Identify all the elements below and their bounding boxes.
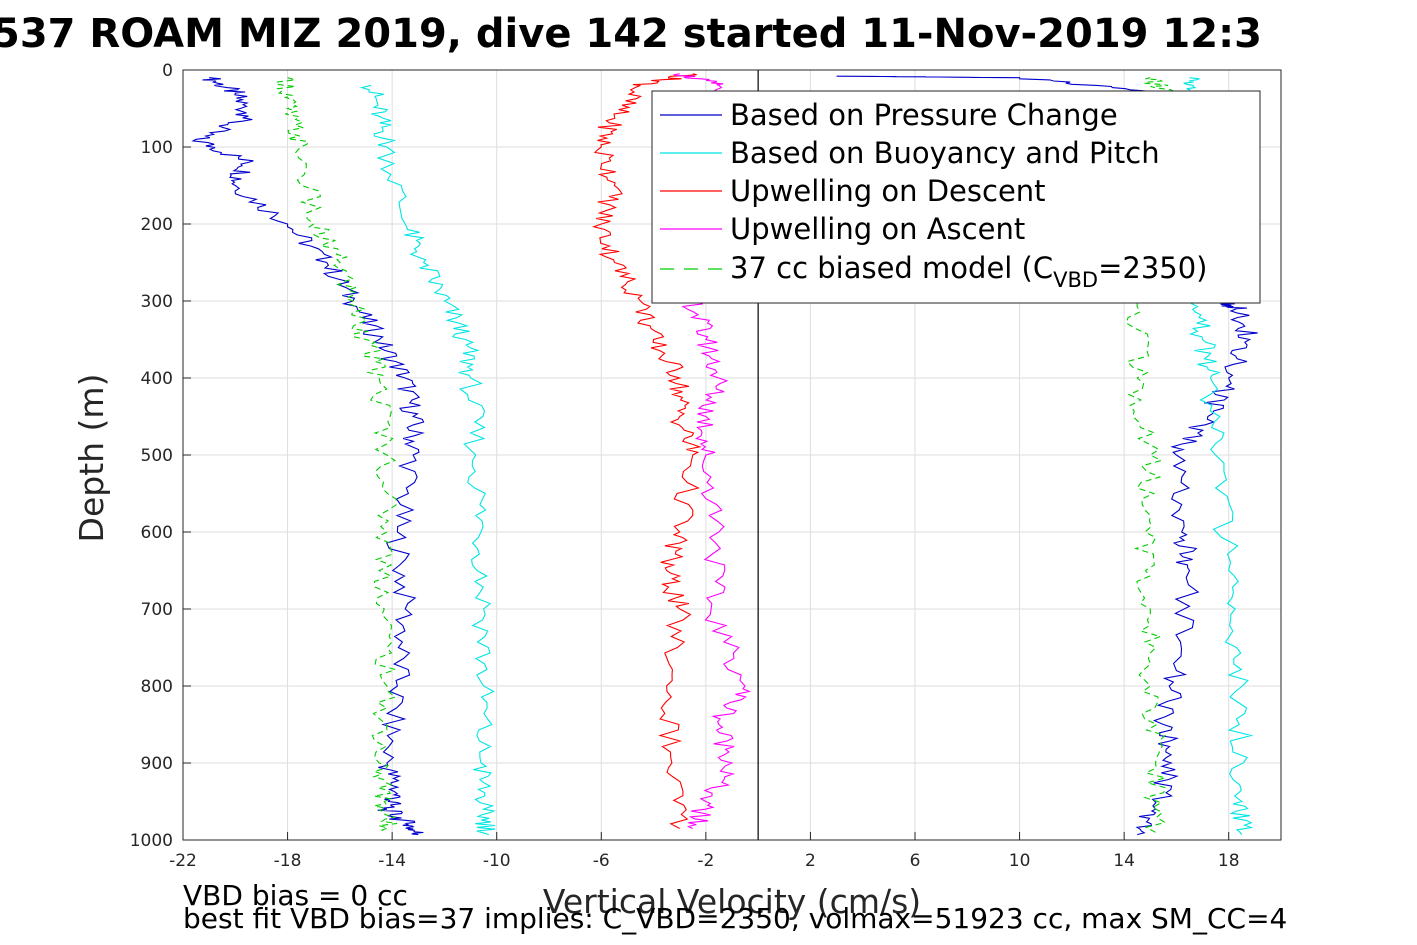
y-tick-label-9: 900	[141, 754, 173, 774]
legend-label-buoyancy: Based on Buoyancy and Pitch	[730, 136, 1160, 170]
legend: Based on Pressure Change Based on Buoyan…	[651, 90, 1261, 304]
chart-title: 537 ROAM MIZ 2019, dive 142 started 11-N…	[0, 11, 1262, 57]
x-tick-label-2: -14	[378, 851, 406, 871]
y-tick-label-8: 800	[141, 677, 173, 697]
x-tick-label-9: 14	[1113, 851, 1135, 871]
legend-label-descent: Upwelling on Descent	[730, 174, 1046, 208]
series-line-2	[359, 84, 496, 836]
x-tick-label-8: 10	[1009, 851, 1031, 871]
y-tick-label-0: 0	[162, 61, 173, 81]
legend-model-prefix: 37 cc biased model (C	[730, 251, 1053, 285]
legend-label-pressure: Based on Pressure Change	[730, 98, 1118, 132]
x-tick-label-10: 18	[1218, 851, 1240, 871]
y-tick-label-2: 200	[141, 215, 173, 235]
y-ticks: 0 100 200 300 400 500 600 700 800 900 1000	[130, 61, 191, 851]
x-tick-label-0: -22	[169, 851, 197, 871]
y-tick-label-10: 1000	[130, 831, 173, 851]
y-axis-label: Depth (m)	[72, 374, 111, 543]
legend-label-model: 37 cc biased model (CVBD=2350)	[730, 251, 1208, 292]
y-tick-label-4: 400	[141, 369, 173, 389]
y-tick-label-1: 100	[141, 138, 173, 158]
x-tick-label-4: -6	[593, 851, 610, 871]
x-ticks: -22 -18 -14 -10 -6 -2 2 6 10 14 18	[169, 832, 1240, 871]
legend-model-sub: VBD	[1053, 268, 1098, 292]
x-tick-label-1: -18	[274, 851, 302, 871]
legend-box	[651, 90, 1261, 304]
series-line-0	[191, 77, 425, 836]
x-axis-label: Vertical Velocity (cm/s)	[543, 882, 921, 921]
series-line-4	[591, 73, 702, 829]
x-tick-label-3: -10	[483, 851, 511, 871]
x-tick-label-5: -2	[697, 851, 714, 871]
y-tick-label-6: 600	[141, 523, 173, 543]
y-tick-label-5: 500	[141, 446, 173, 466]
y-tick-label-3: 300	[141, 292, 173, 312]
best-fit-note: best fit VBD bias=37 implies: C_VBD=2350…	[183, 902, 1287, 935]
y-tick-label-7: 700	[141, 600, 173, 620]
legend-model-suffix: =2350)	[1098, 251, 1207, 285]
x-tick-label-6: 2	[805, 851, 816, 871]
legend-label-ascent: Upwelling on Ascent	[730, 212, 1025, 246]
series-line-6	[275, 77, 398, 833]
vbd-bias-note: VBD bias = 0 cc	[183, 879, 408, 912]
x-tick-label-7: 6	[910, 851, 921, 871]
